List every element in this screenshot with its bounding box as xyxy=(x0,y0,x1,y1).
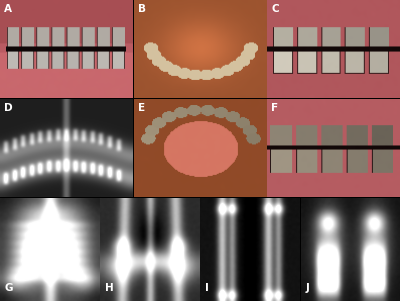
Text: B: B xyxy=(138,4,146,14)
Text: C: C xyxy=(271,4,279,14)
Text: I: I xyxy=(205,283,209,293)
Text: F: F xyxy=(271,103,278,113)
Text: G: G xyxy=(5,283,14,293)
Text: H: H xyxy=(105,283,114,293)
Text: D: D xyxy=(4,103,13,113)
Text: J: J xyxy=(306,283,310,293)
Text: E: E xyxy=(138,103,145,113)
Text: A: A xyxy=(4,4,12,14)
